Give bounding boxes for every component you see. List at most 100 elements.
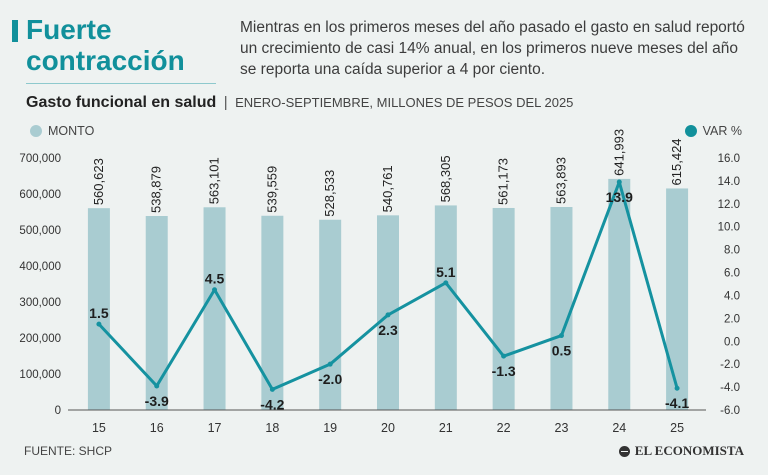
var-value-label: 13.9 — [606, 189, 633, 205]
bar-value-label: 561,173 — [496, 158, 511, 205]
left-tick-label: 600,000 — [19, 189, 61, 201]
x-tick-label: 22 — [497, 421, 511, 435]
headline-line-1: Fuerte — [26, 14, 112, 45]
var-value-label: 0.5 — [552, 343, 572, 359]
var-point-22 — [501, 353, 507, 359]
bar-value-label: 528,533 — [322, 170, 337, 217]
left-tick-label: 0 — [55, 405, 61, 417]
chart-subtitle: ENERO-SEPTIEMBRE, MILLONES DE PESOS DEL … — [235, 95, 574, 110]
var-point-16 — [154, 383, 160, 389]
bar-19 — [319, 219, 342, 410]
chart-title-separator: | — [223, 94, 228, 111]
var-value-label: 1.5 — [89, 305, 109, 321]
bar-series — [87, 178, 689, 410]
var-value-label: 5.1 — [436, 264, 456, 280]
var-value-label: 2.3 — [378, 322, 398, 338]
line-series — [96, 179, 680, 392]
left-tick-label: 300,000 — [19, 297, 61, 309]
x-tick-label: 15 — [92, 421, 106, 435]
bar-23 — [550, 206, 573, 410]
bar-value-labels: 560,623 538,879 563,101 539,559 528,533 540,7… — [91, 129, 684, 217]
x-tick-label: 17 — [208, 421, 222, 435]
left-tick-label: 100,000 — [19, 369, 61, 381]
x-tick-label: 24 — [612, 421, 626, 435]
bar-18 — [261, 215, 284, 410]
var-value-label: -3.9 — [145, 393, 169, 409]
x-tick-label: 18 — [265, 421, 279, 435]
headline-line-2: contracción — [26, 45, 185, 76]
legend-bars-label: MONTO — [48, 124, 95, 138]
left-tick-label: 200,000 — [19, 333, 61, 345]
var-point-19 — [327, 361, 333, 367]
bar-value-label: 539,559 — [264, 166, 279, 213]
legend-line-label: VAR % — [702, 124, 742, 138]
dek-text: Mientras en los primeros meses del año p… — [240, 19, 745, 78]
left-tick-label: 700,000 — [19, 153, 61, 165]
right-tick-label: 8.0 — [724, 245, 740, 257]
brand: EL ECONOMISTA — [618, 443, 744, 459]
right-tick-label: 14.0 — [718, 176, 740, 188]
legend-line: VAR % — [684, 124, 742, 138]
bar-value-label: 563,101 — [207, 157, 222, 204]
var-point-21 — [443, 280, 449, 286]
right-tick-label: 12.0 — [718, 199, 740, 211]
bar-25 — [666, 188, 689, 410]
chart-title-row: Gasto funcional en salud | ENERO-SEPTIEM… — [26, 94, 573, 112]
bar-value-label: 563,893 — [553, 157, 568, 204]
legend-bars-swatch-icon — [30, 125, 42, 137]
bar-value-label: 560,623 — [91, 158, 106, 205]
x-tick-label: 16 — [150, 421, 164, 435]
right-tick-label: 2.0 — [724, 313, 740, 325]
var-point-20 — [385, 312, 391, 318]
right-tick-label: -2.0 — [720, 359, 740, 371]
right-tick-label: -4.0 — [720, 382, 740, 394]
var-point-15 — [96, 321, 102, 327]
var-point-23 — [558, 333, 564, 339]
bar-21 — [434, 205, 457, 410]
x-tick-label: 20 — [381, 421, 395, 435]
x-tick-label: 21 — [439, 421, 453, 435]
var-value-label: -1.3 — [492, 363, 516, 379]
var-value-label: 4.5 — [205, 271, 225, 287]
right-tick-label: 10.0 — [718, 222, 740, 234]
brand-name: EL ECONOMISTA — [634, 443, 744, 458]
bar-value-label: 538,879 — [149, 166, 164, 213]
right-tick-label: 0.0 — [724, 336, 740, 348]
brand-logo-icon — [618, 445, 630, 457]
right-tick-label: 16.0 — [718, 153, 740, 165]
legend-bars: MONTO — [30, 124, 94, 138]
bar-16 — [145, 216, 168, 410]
var-point-25 — [674, 385, 680, 391]
bar-24 — [608, 178, 631, 410]
x-tick-label: 19 — [323, 421, 337, 435]
var-point-18 — [269, 386, 275, 392]
right-tick-label: -6.0 — [720, 405, 740, 417]
var-value-label: -4.1 — [665, 395, 689, 411]
right-tick-label: 4.0 — [724, 290, 740, 302]
bar-22 — [492, 207, 515, 410]
right-tick-label: 6.0 — [724, 268, 740, 280]
line-value-labels: 1.5 -3.9 4.5 -4.2 -2.0 2.3 5.1 -1.3 0.5 13.9 -4.1 — [89, 189, 689, 412]
left-axis: 0 100,000 200,000 300,000 400,000 500,000 600,… — [19, 153, 61, 417]
left-tick-label: 400,000 — [19, 261, 61, 273]
bar-17 — [203, 207, 226, 410]
chart-title: Gasto funcional en salud — [26, 94, 217, 111]
left-tick-label: 500,000 — [19, 225, 61, 237]
bar-15 — [87, 208, 110, 410]
x-axis: 15 16 17 18 19 20 21 22 23 24 25 — [68, 409, 706, 435]
right-axis: -6.0 -4.0 -2.0 0.0 2.0 4.0 6.0 8.0 10.0 12.0 14.0 1… — [718, 153, 740, 417]
headline-accent-bar — [12, 20, 18, 42]
headline: Fuerte contracción — [26, 14, 185, 76]
x-tick-label: 25 — [670, 421, 684, 435]
var-point-24 — [616, 179, 622, 185]
x-tick-label: 23 — [555, 421, 569, 435]
legend-line-swatch-icon — [684, 125, 697, 137]
var-point-17 — [212, 287, 218, 293]
bar-value-label: 540,761 — [380, 165, 395, 212]
var-value-label: -4.2 — [260, 396, 284, 412]
headline-divider — [26, 83, 216, 84]
bar-value-label: 568,305 — [438, 155, 453, 202]
bar-value-label: 615,424 — [669, 138, 684, 185]
var-value-label: -2.0 — [318, 371, 342, 387]
